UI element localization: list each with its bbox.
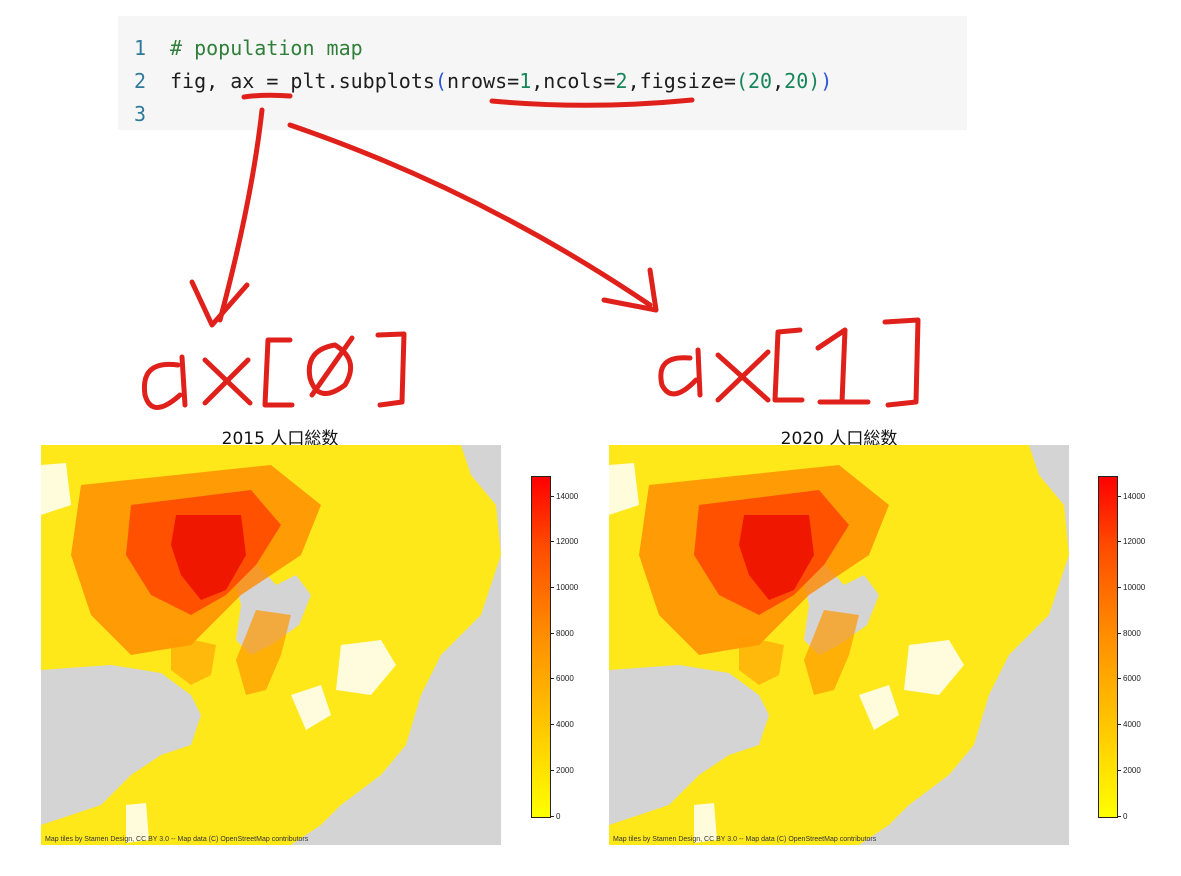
- label-ax1-a: [658, 347, 703, 398]
- colorbar-tick: 12000: [1118, 538, 1145, 546]
- colorbar-tick: 2000: [551, 767, 574, 775]
- map-title-2015: 2015 人口総数: [221, 429, 339, 449]
- label-ax0-rbracket: [375, 331, 407, 408]
- label-ax0-a: [141, 354, 188, 410]
- code-line-2: 2 fig, ax = plt.subplots(nrows=1,ncols=2,…: [118, 65, 967, 98]
- colorbar-tick: 12000: [551, 538, 578, 546]
- code-paren: (: [434, 69, 447, 93]
- label-ax1-x: [715, 349, 771, 403]
- handwritten-annotations: [141, 92, 921, 410]
- code-paren: ): [820, 69, 833, 93]
- code-paren: ): [808, 69, 821, 93]
- label-ax1-one: [815, 327, 871, 405]
- map-layer: [41, 445, 501, 845]
- code-arg-nrows: nrows=: [446, 69, 520, 93]
- colorbar-tick: 8000: [1118, 630, 1141, 638]
- arrow-left-head: [189, 279, 250, 328]
- colorbar-tick: 10000: [1118, 584, 1145, 592]
- colorbar-tick: 6000: [1118, 675, 1141, 683]
- arrow-right-head: [601, 267, 659, 313]
- colorbar-2015: [531, 476, 551, 818]
- colorbar-tick: 4000: [1118, 721, 1141, 729]
- code-comment: # population map: [170, 36, 363, 60]
- line-number: 2: [133, 69, 146, 93]
- code-num: 1: [519, 69, 532, 93]
- underline-ax: [241, 92, 293, 100]
- label-ax0-lbracket: [262, 337, 295, 408]
- arrow-left-shaft: [217, 107, 265, 323]
- code-num: 20: [748, 69, 773, 93]
- population-map-2015: Map tiles by Stamen Design, CC BY 3.0 --…: [41, 445, 501, 845]
- map-title-2020: 2020 人口総数: [780, 429, 898, 449]
- colorbar-tick: 0: [551, 813, 560, 821]
- colorbar-tick: 4000: [551, 721, 574, 729]
- label-ax0-x: [202, 357, 253, 406]
- code-line-3: 3: [118, 98, 967, 131]
- colorbar-tick: 10000: [551, 584, 578, 592]
- code-call: fig, ax = plt.subplots: [170, 69, 435, 93]
- code-num: 2: [615, 69, 628, 93]
- code-paren: (: [735, 69, 749, 93]
- underline-args: [489, 97, 695, 108]
- colorbar-2020: [1098, 476, 1118, 818]
- label-ax1-rbracket: [882, 317, 921, 408]
- colorbar-tick: 6000: [551, 675, 574, 683]
- code-arg-ncols: ,ncols=: [531, 69, 616, 93]
- colorbar-tick: 14000: [1118, 493, 1145, 501]
- map-layer: [609, 445, 1069, 845]
- label-ax1-lbracket: [772, 327, 805, 403]
- line-number: 1: [133, 36, 146, 60]
- code-line-1: 1 # population map: [118, 32, 967, 65]
- colorbar-tick: 0: [1118, 813, 1127, 821]
- colorbar-tick: 14000: [551, 493, 578, 501]
- code-num: 20: [784, 69, 809, 93]
- colorbar-tick: 2000: [1118, 767, 1141, 775]
- code-comma: ,: [772, 69, 785, 93]
- line-number: 3: [133, 102, 146, 126]
- population-map-2020: Map tiles by Stamen Design, CC BY 3.0 --…: [609, 445, 1069, 845]
- code-arg-figsize: ,figsize=: [627, 69, 736, 93]
- arrow-right-shaft: [287, 122, 653, 308]
- colorbar-tick: 8000: [551, 630, 574, 638]
- label-ax0-zero: [306, 335, 355, 398]
- map-attribution: Map tiles by Stamen Design, CC BY 3.0 --…: [45, 836, 309, 843]
- map-attribution: Map tiles by Stamen Design, CC BY 3.0 --…: [613, 836, 877, 843]
